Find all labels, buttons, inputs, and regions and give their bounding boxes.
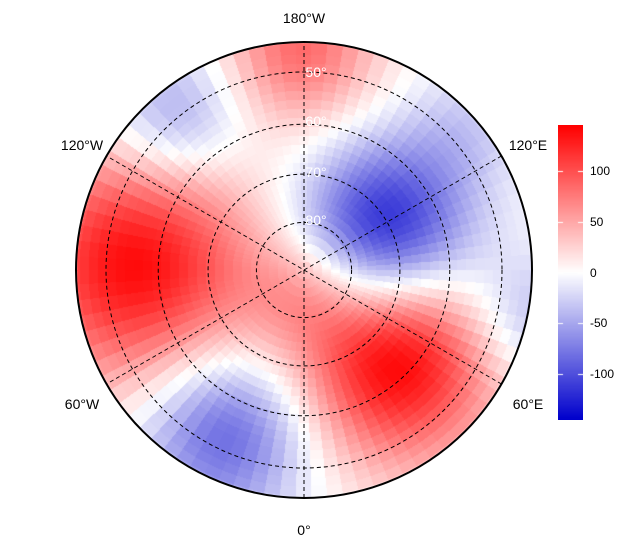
lat-label-50: 50° bbox=[305, 64, 327, 80]
meridian-line-120 bbox=[106, 155, 502, 385]
lon-label-120w: 120°W bbox=[60, 137, 104, 153]
lon-label-60w: 60°W bbox=[64, 396, 100, 412]
colorbar-tick-label: 0 bbox=[590, 265, 597, 280]
colorbar bbox=[558, 125, 583, 420]
colorbar-tick-label: -100 bbox=[590, 367, 615, 382]
latitude-circle-80 bbox=[255, 221, 353, 319]
lat-label-80: 80° bbox=[305, 212, 327, 228]
colorbar-tick-label: 100 bbox=[590, 163, 611, 178]
map-boundary bbox=[75, 41, 533, 499]
lon-label-60e: 60°E bbox=[512, 396, 544, 412]
colorbar-tick-label: 50 bbox=[590, 214, 604, 229]
lon-label-120e: 120°E bbox=[508, 137, 548, 153]
lon-label-0: 0° bbox=[297, 522, 311, 538]
colorbar-tick-label: -50 bbox=[590, 316, 608, 331]
lat-label-60: 60° bbox=[305, 113, 327, 129]
lon-label-180: 180°W bbox=[282, 10, 326, 26]
lat-label-70: 70° bbox=[305, 164, 327, 180]
